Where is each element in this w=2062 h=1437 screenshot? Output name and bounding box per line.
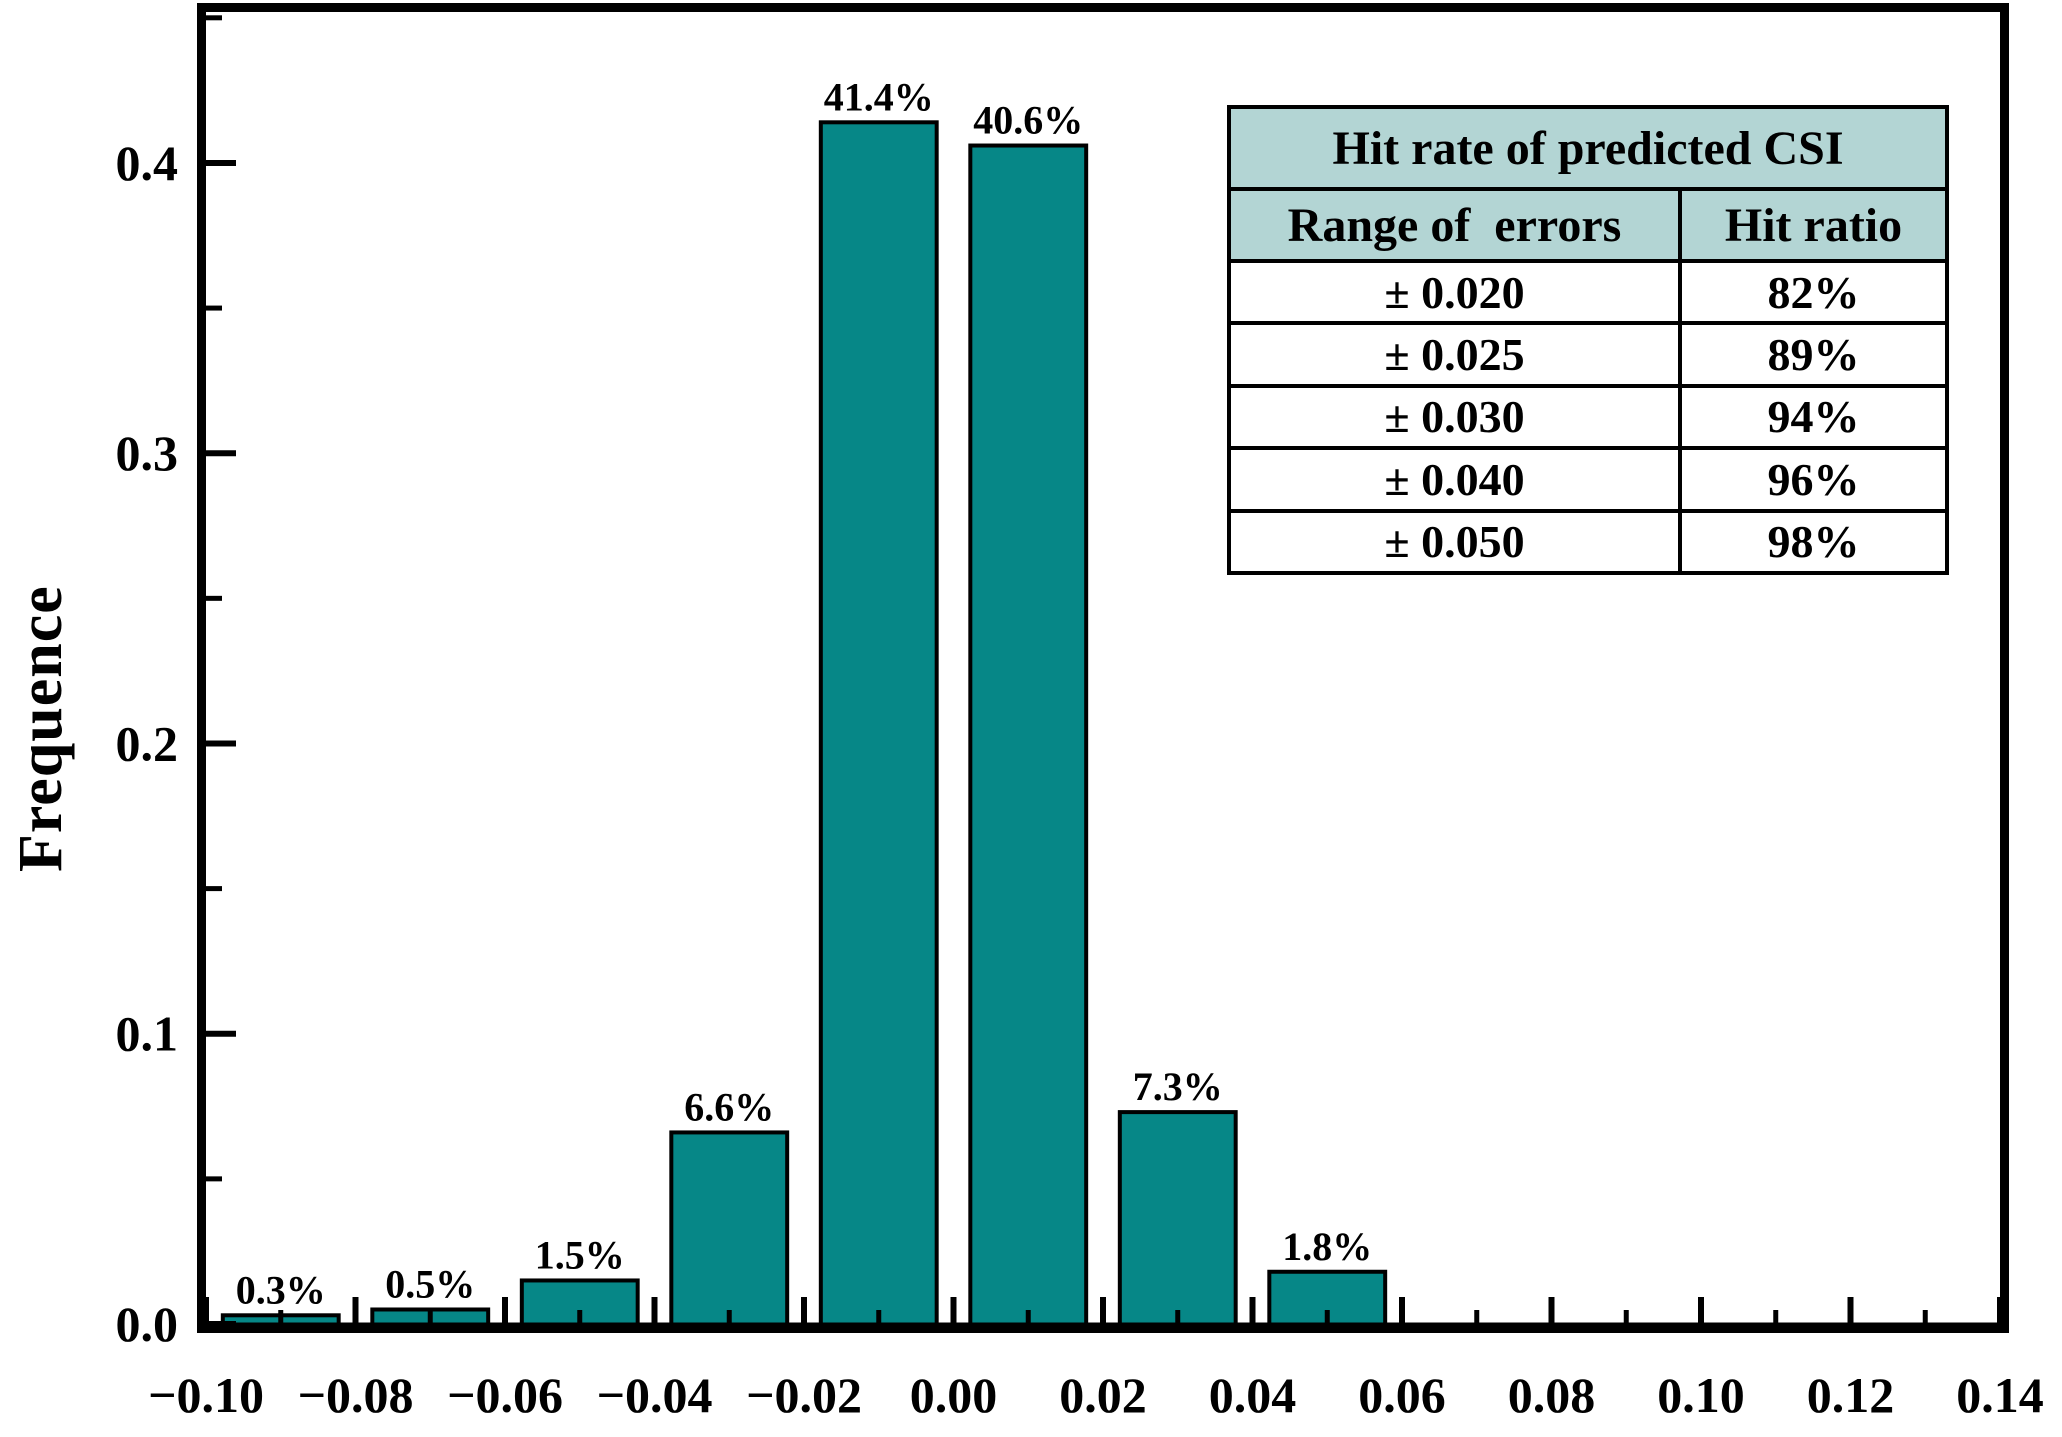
x-tick-label: −0.10: [148, 1367, 264, 1423]
column-header-ratio: Hit ratio: [1678, 187, 1949, 263]
bar: [669, 1130, 790, 1329]
x-tick-label: 0.10: [1657, 1367, 1745, 1423]
x-tick-label: −0.02: [746, 1367, 862, 1423]
bar: [818, 120, 939, 1328]
x-tick-label: 0.02: [1059, 1367, 1147, 1423]
x-tick-label: 0.14: [1956, 1367, 2044, 1423]
table-cell: 96%: [1678, 446, 1949, 513]
x-tick-label: −0.08: [298, 1367, 414, 1423]
y-axis-title: Frequence: [7, 585, 75, 872]
table-title-row: Hit rate of predicted CSI: [1227, 105, 1949, 191]
table-cell: ± 0.050: [1227, 508, 1682, 576]
x-tick-label: 0.08: [1508, 1367, 1596, 1423]
table-row: ± 0.025 89%: [1227, 321, 1949, 388]
bar-value-label: 0.5%: [385, 1261, 475, 1306]
y-tick-label: 0.4: [116, 135, 179, 191]
table-cell: 89%: [1678, 321, 1949, 388]
table-cell: ± 0.020: [1227, 258, 1682, 326]
table-cell: ± 0.030: [1227, 383, 1682, 451]
bar-value-label: 41.4%: [824, 74, 934, 119]
hit-rate-table: Hit rate of predicted CSI Range of errors…: [1227, 105, 1949, 576]
table-header-row: Range of errors Hit ratio: [1227, 187, 1949, 263]
table-title: Hit rate of predicted CSI: [1227, 105, 1949, 191]
bar-value-label: 40.6%: [973, 98, 1083, 143]
x-tick-label: 0.00: [910, 1367, 998, 1423]
hit-rate-table-container: Hit rate of predicted CSI Range of errors…: [1227, 105, 1949, 576]
table-row: ± 0.050 98%: [1227, 508, 1949, 576]
x-tick-label: 0.04: [1209, 1367, 1297, 1423]
x-tick-label: −0.06: [447, 1367, 563, 1423]
y-tick-label: 0.0: [116, 1296, 179, 1352]
table-row: ± 0.030 94%: [1227, 383, 1949, 451]
x-tick-label: −0.04: [597, 1367, 713, 1423]
bar: [968, 143, 1089, 1329]
bar-value-label: 0.3%: [236, 1267, 326, 1312]
x-tick-label: 0.06: [1358, 1367, 1446, 1423]
y-tick-label: 0.2: [116, 715, 179, 771]
bar-value-label: 7.3%: [1133, 1064, 1223, 1109]
x-tick-label: 0.12: [1807, 1367, 1895, 1423]
bar-value-label: 6.6%: [684, 1084, 774, 1129]
table-cell: 82%: [1678, 258, 1949, 326]
y-tick-label: 0.3: [116, 425, 179, 481]
y-tick-label: 0.1: [116, 1006, 179, 1062]
table-cell: 94%: [1678, 383, 1949, 451]
bar: [1117, 1110, 1238, 1328]
table-row: ± 0.040 96%: [1227, 446, 1949, 513]
table-row: ± 0.020 82%: [1227, 258, 1949, 326]
table-cell: ± 0.025: [1227, 321, 1682, 388]
column-header-range: Range of errors: [1227, 187, 1682, 263]
table-cell: 98%: [1678, 508, 1949, 576]
bar-value-label: 1.8%: [1282, 1224, 1372, 1269]
table-cell: ± 0.040: [1227, 446, 1682, 513]
bar-value-label: 1.5%: [535, 1232, 625, 1277]
